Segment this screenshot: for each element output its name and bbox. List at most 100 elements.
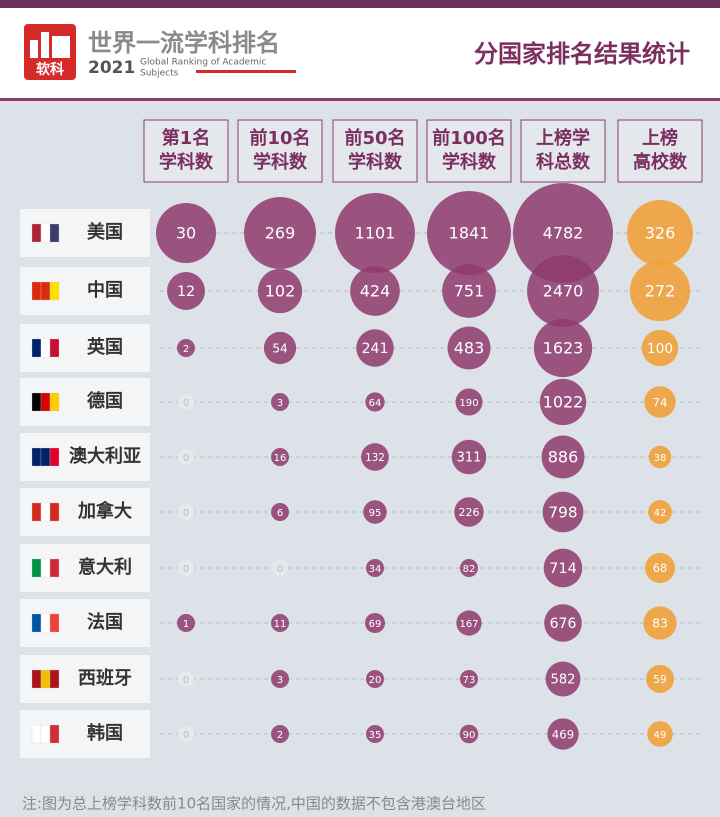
flag	[49, 338, 60, 358]
column-header	[237, 119, 323, 183]
column-header-text: 学科数	[348, 151, 403, 173]
bubble-label: 226	[458, 506, 479, 519]
bubble	[271, 448, 289, 466]
bubble	[366, 670, 384, 688]
column-header-text: 学科数	[159, 151, 214, 173]
bubble-label: 132	[365, 452, 385, 464]
bubble-label: 90	[463, 730, 476, 741]
bubble	[643, 606, 677, 640]
logo-bar	[30, 40, 38, 58]
bubble-label: 35	[369, 730, 382, 741]
bubble	[442, 264, 496, 318]
bubble	[366, 725, 384, 743]
flag	[49, 669, 60, 689]
bubble	[456, 610, 482, 636]
bubble	[178, 449, 194, 465]
header-rule	[0, 98, 720, 101]
bubble-label: 326	[645, 224, 676, 243]
bubble-label: 100	[647, 341, 673, 357]
column-header-text: 上榜学	[536, 127, 590, 149]
subtitle-rule	[196, 70, 296, 73]
bubble	[365, 392, 385, 412]
flag	[40, 669, 51, 689]
column-header	[617, 119, 703, 183]
bubble-label: 64	[369, 398, 382, 409]
bubble	[156, 203, 216, 263]
bubble	[527, 255, 599, 327]
column-header-text: 第1名	[162, 127, 211, 149]
flag	[49, 558, 60, 578]
bubble-label: 68	[653, 562, 667, 575]
bubble-label: 424	[360, 282, 391, 301]
bubble-label: 0	[183, 398, 189, 409]
flag	[40, 502, 51, 522]
bubble-label: 269	[265, 224, 296, 243]
bubble	[366, 559, 384, 577]
column-header	[426, 119, 512, 183]
bubble	[271, 393, 289, 411]
bubble-label: 38	[654, 453, 667, 464]
bubble	[178, 560, 194, 576]
bubble	[167, 272, 205, 310]
country-name: 德国	[87, 390, 123, 412]
flag	[49, 724, 60, 744]
flag	[31, 724, 42, 744]
flag	[31, 338, 42, 358]
bubble-label: 0	[183, 453, 189, 464]
bubble-label: 2	[277, 730, 283, 741]
bubble-label: 0	[183, 508, 189, 519]
bubble	[533, 318, 593, 378]
bubble	[629, 260, 691, 322]
bubble-label: 59	[653, 674, 666, 686]
flag	[40, 223, 51, 243]
bubble-label: 20	[369, 675, 382, 686]
section-title: 分国家排名结果统计	[474, 40, 690, 68]
bubble-label: 582	[551, 673, 576, 688]
bubble-label: 0	[277, 564, 283, 575]
bubble	[356, 329, 394, 367]
flag	[40, 558, 51, 578]
bubble-label: 2	[183, 344, 189, 355]
bubble-label: 1	[183, 619, 189, 630]
country-name: 西班牙	[78, 668, 132, 689]
bubble	[454, 497, 484, 527]
bubble	[513, 183, 613, 283]
flag	[40, 613, 51, 633]
footnote: 注:图为总上榜学科数前10名国家的情况,中国的数据不包含港澳台地区	[22, 795, 486, 813]
bubble	[272, 560, 288, 576]
bubble-label: 2470	[543, 282, 584, 301]
bubble	[263, 331, 297, 365]
bubble	[427, 191, 511, 275]
bubble	[178, 671, 194, 687]
flag	[31, 669, 42, 689]
country-name: 英国	[86, 336, 123, 358]
bubble-label: 74	[653, 396, 668, 410]
flag	[49, 392, 60, 412]
bubble	[648, 500, 672, 524]
bubble-label: 95	[369, 508, 382, 519]
bubble	[541, 435, 585, 479]
bubble-label: 1101	[355, 224, 396, 243]
column-header-text: 上榜	[642, 127, 678, 149]
bubble	[460, 559, 478, 577]
flag	[49, 502, 60, 522]
column-header	[520, 119, 606, 183]
bubble	[363, 500, 387, 524]
bubble-label: 16	[274, 453, 287, 464]
bubble-label: 714	[549, 561, 577, 577]
bubble-label: 798	[548, 504, 577, 522]
bubble-label: 4782	[543, 224, 584, 243]
bubble-label: 83	[652, 616, 668, 631]
flag	[49, 447, 60, 467]
bubble-label: 1841	[449, 224, 490, 243]
column-header-text: 学科数	[253, 151, 308, 173]
bubble-label: 11	[274, 619, 287, 630]
flag	[49, 223, 60, 243]
bubble	[178, 504, 194, 520]
flag	[40, 281, 51, 301]
bubble-label: 69	[369, 619, 382, 630]
bubble	[455, 388, 483, 416]
bubble-label: 0	[183, 675, 189, 686]
column-header	[143, 119, 229, 183]
